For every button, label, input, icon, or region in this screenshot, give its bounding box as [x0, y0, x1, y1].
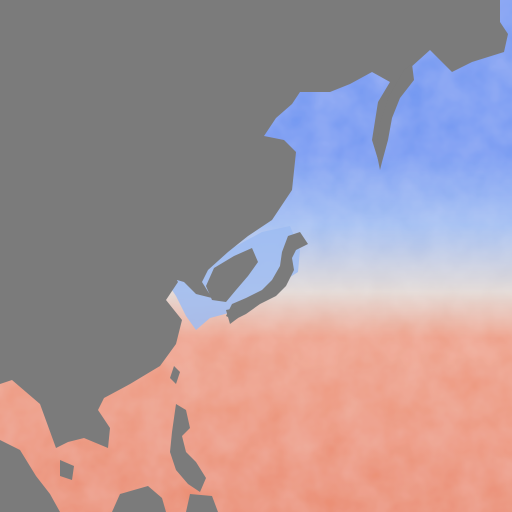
sakhalin-island	[376, 64, 414, 170]
taiwan-island	[170, 366, 180, 384]
borneo-fragment	[112, 486, 166, 512]
japan-islands	[226, 232, 308, 320]
philippine-islands	[170, 404, 206, 492]
hainan-island	[60, 460, 74, 480]
indochina-coast	[0, 440, 60, 512]
philippine-islands-south	[186, 494, 218, 512]
asia-mainland	[0, 0, 508, 448]
korean-peninsula	[206, 248, 258, 302]
kyushu-island	[226, 308, 238, 324]
